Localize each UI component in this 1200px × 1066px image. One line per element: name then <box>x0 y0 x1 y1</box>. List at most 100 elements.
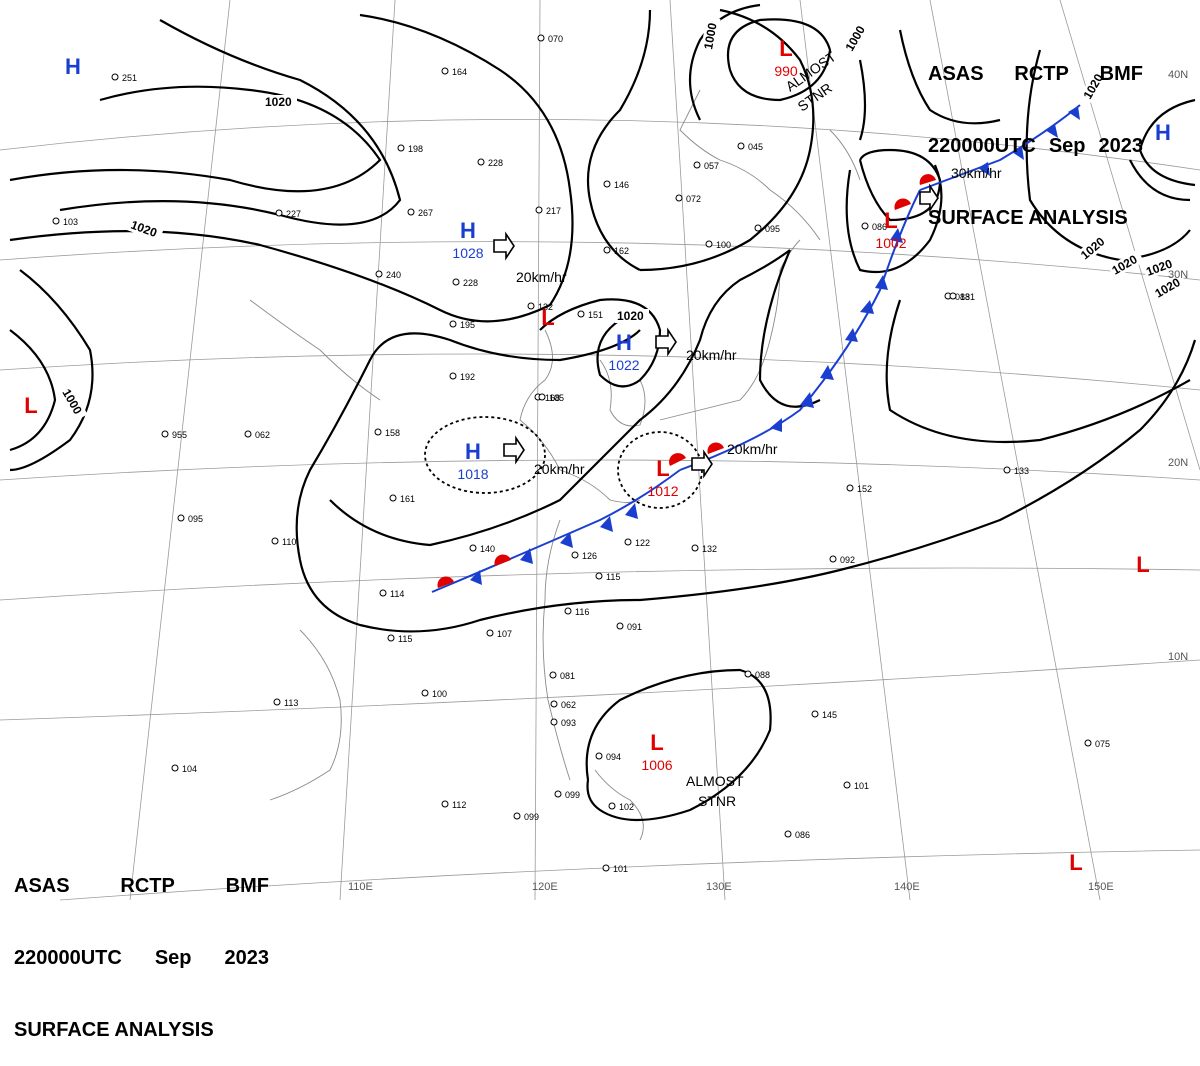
movement-speed-label: 20km/hr <box>686 347 737 363</box>
station-pressure-code: 115 <box>398 634 412 644</box>
isobar-label-background <box>1142 254 1180 280</box>
station-pressure-code: 164 <box>452 67 467 77</box>
isobar <box>539 298 662 388</box>
station-pressure-code: 091 <box>627 622 642 632</box>
isobar-label-background <box>615 309 649 323</box>
latitude-label: 30N <box>1168 269 1188 281</box>
isobar <box>9 85 382 193</box>
station-pressure-code: 101 <box>854 781 869 791</box>
longitude-label: 120E <box>532 881 558 893</box>
low-pressure-symbol: L <box>650 730 663 755</box>
movement-annotation: STNR <box>698 793 736 809</box>
station-pressure-code: 094 <box>606 752 621 762</box>
movement-arrow <box>691 449 713 479</box>
station-pressure-code: 057 <box>704 161 719 171</box>
central-pressure-value: 1018 <box>457 466 488 482</box>
header-code: BMF <box>225 875 269 897</box>
station-circle <box>784 830 792 838</box>
header-code: BMF <box>1099 63 1143 85</box>
station-circle <box>537 34 545 42</box>
station-pressure-code: 072 <box>686 194 701 204</box>
central-pressure-value: 1028 <box>452 245 483 261</box>
station-pressure-code: 105 <box>549 393 564 403</box>
station-pressure-code: 132 <box>538 302 553 312</box>
station-circle <box>1003 466 1011 474</box>
central-pressure-value: 1022 <box>608 357 639 373</box>
station-circle <box>846 484 854 492</box>
station-pressure-code: 122 <box>635 538 650 548</box>
isobar <box>758 249 821 408</box>
station-pressure-code: 104 <box>182 764 197 774</box>
station-pressure-code: 112 <box>452 800 466 810</box>
station-circle <box>452 278 460 286</box>
station-circle <box>52 217 60 225</box>
isobar-label-background <box>841 18 871 56</box>
station-pressure-code: 088 <box>755 670 770 680</box>
station-pressure-code: 267 <box>418 208 433 218</box>
low-pressure-symbol: L <box>1069 850 1082 875</box>
header-station: RCTP <box>120 875 175 897</box>
isobar-label-background <box>1076 231 1112 264</box>
station-circle <box>829 555 837 563</box>
header-title: SURFACE ANALYSIS <box>928 207 1128 229</box>
isobar-label-background <box>1150 272 1188 302</box>
movement-arrow <box>503 435 525 465</box>
station-circle <box>375 270 383 278</box>
isobar <box>329 249 791 547</box>
station-pressure-code: 228 <box>463 278 478 288</box>
station-circle <box>527 302 535 310</box>
header-line-2: 220000UTC Sep 2023 <box>14 946 269 970</box>
station-circle <box>244 430 252 438</box>
station-circle <box>177 514 185 522</box>
isobar <box>586 9 652 271</box>
movement-arrow <box>655 327 677 357</box>
station-circle <box>608 802 616 810</box>
isobar <box>726 18 832 102</box>
station-circle <box>469 544 477 552</box>
header-agency: ASAS <box>928 63 984 85</box>
isobar <box>1129 159 1191 202</box>
isobar <box>9 329 57 452</box>
pressure-centers: H H 1028 H 1022 H 1018 H L L L 1012 L 990 L 1002 L 1006 L L <box>24 36 1171 875</box>
station-pressure-code: 240 <box>386 270 401 280</box>
grid-labels: 110E 120E 130E 140E 150E 40N 30N 20N 10N <box>348 69 1188 893</box>
central-pressure-value: 1012 <box>647 483 678 499</box>
isobar-label-background <box>1107 249 1145 279</box>
station-pressure-code: 103 <box>63 217 78 227</box>
station-pressure-code: 955 <box>172 430 187 440</box>
low-pressure-symbol: L <box>541 305 554 330</box>
station-pressure-code: 126 <box>582 551 597 561</box>
station-circle <box>949 292 957 300</box>
high-pressure-symbol: H <box>1155 120 1171 145</box>
isobar <box>295 329 641 561</box>
station-circle <box>271 537 279 545</box>
station-circle <box>705 240 713 248</box>
isobar <box>585 668 772 822</box>
station-pressure-code: 140 <box>480 544 495 554</box>
station-circle <box>535 206 543 214</box>
station-pressure-code: 083 <box>955 292 970 302</box>
high-pressure-symbol: H <box>65 54 81 79</box>
isobar-label-background <box>700 16 721 53</box>
station-circle <box>616 622 624 630</box>
isobar <box>9 13 574 323</box>
station-pressure-code: 151 <box>588 310 603 320</box>
header-year: 2023 <box>224 947 270 969</box>
isobars <box>9 3 1197 822</box>
station-pressure-code: 145 <box>822 710 837 720</box>
station-circle <box>691 544 699 552</box>
station-circle <box>421 689 429 697</box>
central-pressure-value: 1006 <box>641 757 672 773</box>
station-pressure-code: 100 <box>432 689 447 699</box>
station-pressure-code: 086 <box>795 830 810 840</box>
station-circle <box>397 144 405 152</box>
station-pressure-code: 132 <box>702 544 717 554</box>
station-pressure-code: 115 <box>606 572 620 582</box>
map-header-bottom-left: ASAS RCTP BMF 220000UTC Sep 2023 SURFACE… <box>14 826 269 1066</box>
station-pressure-code: 133 <box>1014 466 1029 476</box>
station-circle <box>477 158 485 166</box>
station-circle <box>571 551 579 559</box>
isobar <box>845 164 943 274</box>
isobar-label: 1020 <box>265 95 292 109</box>
station-circle <box>161 430 169 438</box>
